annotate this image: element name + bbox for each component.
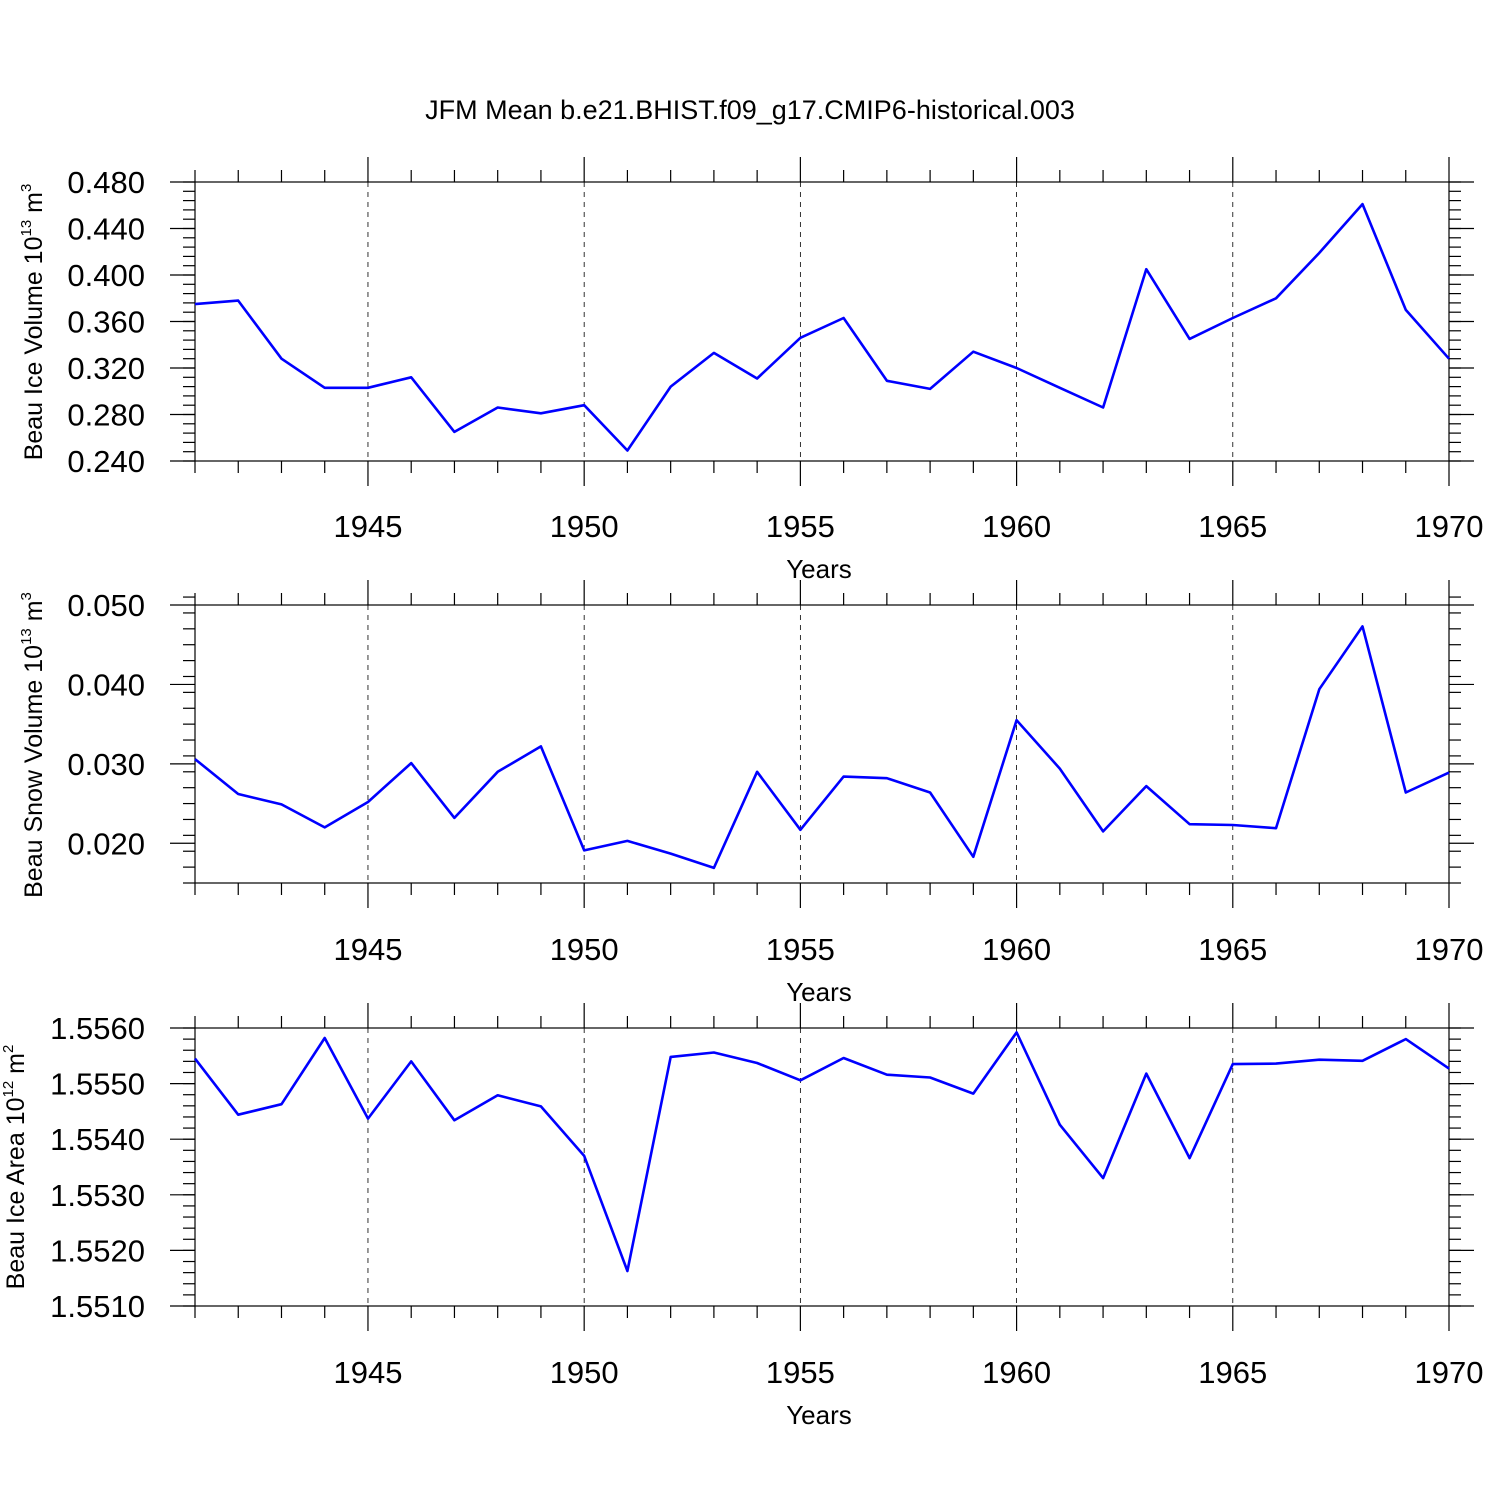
y-tick-label: 0.440 bbox=[67, 212, 145, 247]
chart-title: JFM Mean b.e21.BHIST.f09_g17.CMIP6-histo… bbox=[425, 95, 1075, 125]
x-tick-label: 1960 bbox=[982, 932, 1051, 967]
x-tick-label: 1950 bbox=[550, 1355, 619, 1390]
x-axis-label: Years bbox=[786, 554, 852, 584]
y-axis-label: Beau Ice Area 1012 m2 bbox=[0, 1045, 30, 1290]
series-line bbox=[193, 1031, 1450, 1273]
x-tick-label: 1965 bbox=[1198, 932, 1267, 967]
y-tick-label: 0.240 bbox=[67, 444, 145, 479]
y-tick-label: 0.360 bbox=[67, 305, 145, 340]
y-tick-label: 0.320 bbox=[67, 351, 145, 386]
plot-frame bbox=[194, 604, 1450, 884]
chart-panel-3: 1.5510 1.5520 1.5530 1.5540 1.5550 1.5560 1945… bbox=[0, 1003, 1483, 1430]
chart-panel-1: 0.240 0.280 0.320 0.360 0.400 0.440 0.480 1945 1… bbox=[18, 157, 1483, 584]
x-tick-label: 1955 bbox=[766, 1355, 835, 1390]
y-tick-label: 0.280 bbox=[67, 398, 145, 433]
x-tick-label: 1950 bbox=[550, 932, 619, 967]
x-tick-label: 1960 bbox=[982, 1355, 1051, 1390]
x-tick-label: 1960 bbox=[982, 509, 1051, 544]
y-tick-label: 1.5520 bbox=[50, 1233, 145, 1268]
y-axis-label: Beau Ice Volume 1013 m3 bbox=[18, 184, 48, 461]
y-tick-label: 0.400 bbox=[67, 258, 145, 293]
x-axis-label: Years bbox=[786, 977, 852, 1007]
y-tick-label: 1.5560 bbox=[50, 1011, 145, 1046]
y-tick-label: 1.5550 bbox=[50, 1067, 145, 1102]
y-tick-label: 0.050 bbox=[67, 588, 145, 623]
y-tick-label: 0.030 bbox=[67, 747, 145, 782]
y-tick-label: 1.5540 bbox=[50, 1122, 145, 1157]
plot-frame bbox=[194, 1027, 1450, 1307]
x-tick-label: 1945 bbox=[333, 1355, 402, 1390]
y-tick-label: 1.5510 bbox=[50, 1289, 145, 1324]
x-tick-label: 1955 bbox=[766, 932, 835, 967]
x-tick-label: 1965 bbox=[1198, 1355, 1267, 1390]
x-axis-label: Years bbox=[786, 1400, 852, 1430]
x-tick-label: 1955 bbox=[766, 509, 835, 544]
x-tick-label: 1950 bbox=[550, 509, 619, 544]
y-axis-label: Beau Snow Volume 1013 m3 bbox=[18, 592, 48, 898]
y-tick-label: 1.5530 bbox=[50, 1178, 145, 1213]
x-tick-label: 1945 bbox=[333, 509, 402, 544]
y-tick-label: 0.040 bbox=[67, 667, 145, 702]
plot-frame bbox=[194, 181, 1450, 462]
x-tick-label: 1970 bbox=[1415, 1355, 1484, 1390]
series-line bbox=[194, 625, 1450, 870]
y-tick-label: 0.480 bbox=[67, 165, 145, 200]
y-tick-label: 0.020 bbox=[67, 826, 145, 861]
x-tick-label: 1965 bbox=[1198, 509, 1267, 544]
x-tick-label: 1970 bbox=[1415, 932, 1484, 967]
x-tick-label: 1945 bbox=[333, 932, 402, 967]
chart-panel-2: 0.020 0.030 0.040 0.050 1945 1950 1955 1960 1965… bbox=[18, 580, 1483, 1007]
x-tick-label: 1970 bbox=[1415, 509, 1484, 544]
series-line bbox=[194, 202, 1450, 452]
